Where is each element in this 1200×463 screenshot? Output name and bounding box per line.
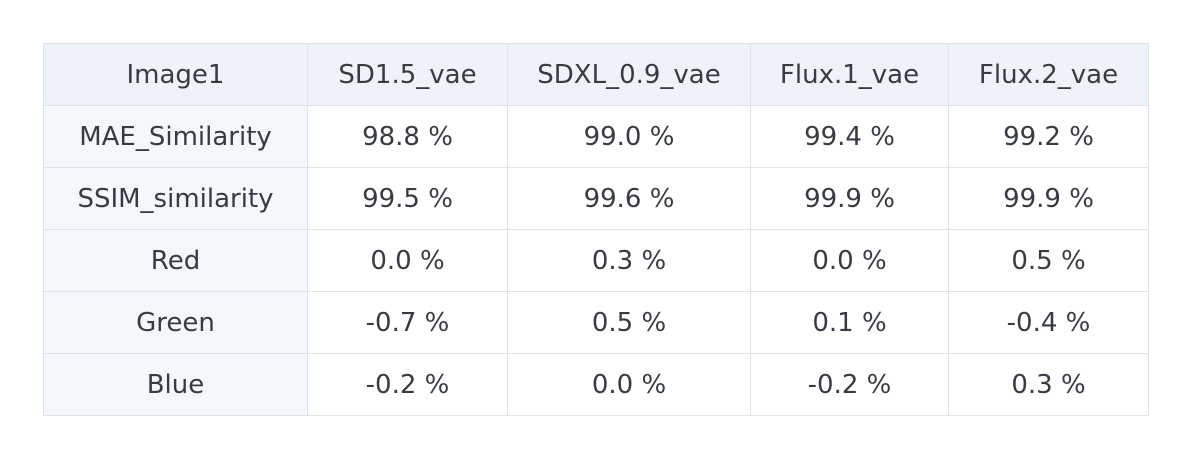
header-cell: Flux.2_vae <box>948 43 1149 106</box>
cell: 99.9 % <box>948 167 1149 230</box>
header-cell: Image1 <box>43 43 308 106</box>
cell: 0.5 % <box>948 229 1149 292</box>
cell: 99.2 % <box>948 105 1149 168</box>
cell: -0.2 % <box>750 353 949 416</box>
table-row: MAE_Similarity 98.8 % 99.0 % 99.4 % 99.2 % <box>43 105 1149 168</box>
header-cell: SD1.5_vae <box>307 43 508 106</box>
row-label: MAE_Similarity <box>43 105 308 168</box>
cell: 0.3 % <box>507 229 751 292</box>
table-row: Red 0.0 % 0.3 % 0.0 % 0.5 % <box>43 229 1149 292</box>
cell: 99.4 % <box>750 105 949 168</box>
cell: 0.0 % <box>750 229 949 292</box>
row-label: Blue <box>43 353 308 416</box>
header-row: Image1 SD1.5_vae SDXL_0.9_vae Flux.1_vae Flu… <box>43 43 1149 106</box>
cell: 0.3 % <box>948 353 1149 416</box>
cell: 98.8 % <box>307 105 508 168</box>
table-body: MAE_Similarity 98.8 % 99.0 % 99.4 % 99.2 % SS… <box>43 105 1149 416</box>
cell: 99.9 % <box>750 167 949 230</box>
cell: 0.0 % <box>307 229 508 292</box>
header-cell: Flux.1_vae <box>750 43 949 106</box>
table-row: SSIM_similarity 99.5 % 99.6 % 99.9 % 99.9 % <box>43 167 1149 230</box>
row-label: Red <box>43 229 308 292</box>
table-row: Blue -0.2 % 0.0 % -0.2 % 0.3 % <box>43 353 1149 416</box>
cell: 99.6 % <box>507 167 751 230</box>
table-row: Green -0.7 % 0.5 % 0.1 % -0.4 % <box>43 291 1149 354</box>
cell: 0.1 % <box>750 291 949 354</box>
cell: -0.4 % <box>948 291 1149 354</box>
cell: 0.5 % <box>507 291 751 354</box>
cell: 99.5 % <box>307 167 508 230</box>
cell: 99.0 % <box>507 105 751 168</box>
cell: 0.0 % <box>507 353 751 416</box>
cell: -0.7 % <box>307 291 508 354</box>
header-cell: SDXL_0.9_vae <box>507 43 751 106</box>
comparison-table: Image1 SD1.5_vae SDXL_0.9_vae Flux.1_vae Flu… <box>43 43 1149 416</box>
row-label: SSIM_similarity <box>43 167 308 230</box>
cell: -0.2 % <box>307 353 508 416</box>
row-label: Green <box>43 291 308 354</box>
